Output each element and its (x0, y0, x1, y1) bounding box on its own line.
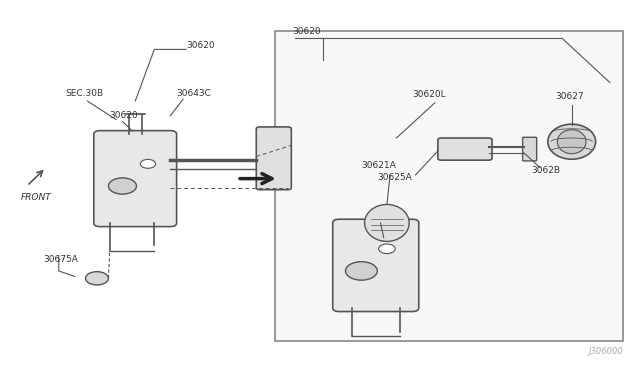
Text: 30643C: 30643C (177, 89, 211, 97)
Circle shape (86, 272, 108, 285)
Text: 30620: 30620 (109, 111, 138, 120)
Circle shape (108, 178, 136, 194)
Text: 30625A: 30625A (378, 173, 412, 182)
Text: 30627: 30627 (556, 92, 584, 101)
Text: J306000: J306000 (588, 347, 623, 356)
Ellipse shape (548, 124, 596, 159)
Text: 3062B: 3062B (532, 166, 561, 175)
FancyBboxPatch shape (256, 127, 291, 190)
Bar (275, 31, 623, 341)
FancyBboxPatch shape (438, 138, 492, 160)
Text: FRONT: FRONT (21, 193, 52, 202)
Text: 30620: 30620 (292, 28, 321, 36)
FancyBboxPatch shape (333, 219, 419, 311)
Text: 30621A: 30621A (362, 161, 396, 170)
Text: SEC.30B: SEC.30B (65, 89, 103, 97)
Circle shape (379, 244, 395, 254)
Text: 30675A: 30675A (43, 255, 77, 264)
Ellipse shape (365, 205, 409, 241)
Circle shape (140, 160, 156, 168)
FancyBboxPatch shape (94, 131, 177, 227)
Circle shape (346, 262, 378, 280)
Text: 30620: 30620 (186, 41, 215, 49)
Text: 30620L: 30620L (412, 90, 446, 99)
Ellipse shape (557, 130, 586, 154)
FancyBboxPatch shape (523, 137, 537, 161)
